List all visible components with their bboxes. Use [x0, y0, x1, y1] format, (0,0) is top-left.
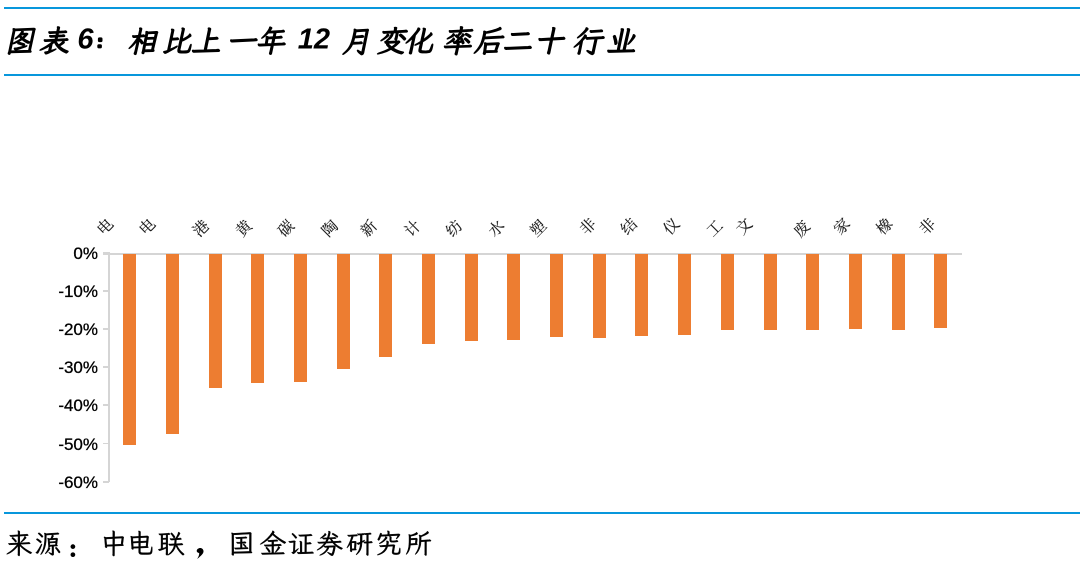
- svg-text:6: 6: [77, 24, 94, 56]
- svg-text:12: 12: [298, 24, 330, 56]
